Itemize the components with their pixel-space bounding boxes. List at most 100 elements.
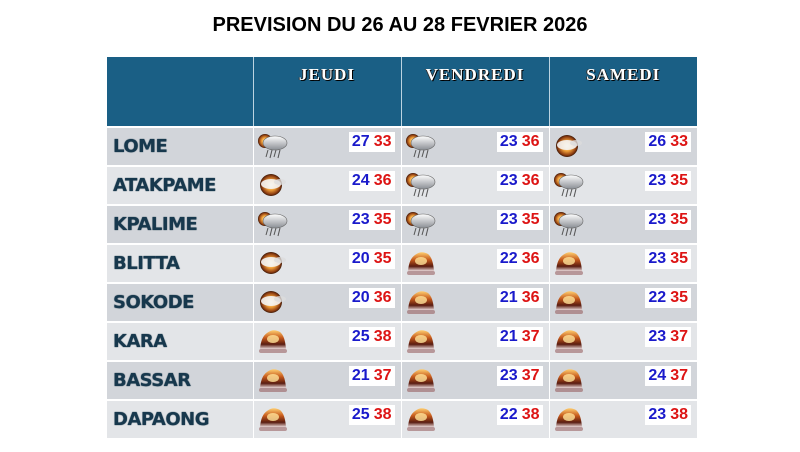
max-temperature: 35 bbox=[521, 211, 540, 228]
forecast-cell: 24 36 bbox=[253, 165, 402, 205]
max-temperature: 38 bbox=[373, 328, 392, 345]
temperature-range: 23 35 bbox=[645, 249, 691, 269]
max-temperature: 37 bbox=[670, 328, 688, 345]
min-temperature: 25 bbox=[351, 328, 370, 345]
city-name: LOME bbox=[113, 136, 168, 157]
min-temperature: 25 bbox=[351, 406, 370, 423]
forecast-cell: 23 37 bbox=[549, 321, 697, 361]
forecast-cell: 23 35 bbox=[549, 243, 697, 283]
forecast-cell: 23 36 bbox=[401, 165, 550, 205]
forecast-cell: 25 38 bbox=[253, 321, 402, 361]
min-temperature: 20 bbox=[351, 289, 370, 306]
header-day: SAMEDI bbox=[549, 57, 697, 127]
temperature-range: 23 38 bbox=[645, 405, 691, 425]
hazy-sun-icon bbox=[256, 405, 290, 433]
max-temperature: 35 bbox=[670, 211, 688, 228]
cloud-rain-sun-icon bbox=[552, 210, 586, 238]
temperature-range: 23 35 bbox=[645, 171, 691, 191]
min-temperature: 22 bbox=[499, 250, 518, 267]
sun-cloud-icon bbox=[256, 171, 290, 199]
forecast-cell: 20 35 bbox=[253, 243, 402, 283]
forecast-cell: 22 36 bbox=[401, 243, 550, 283]
max-temperature: 38 bbox=[373, 406, 392, 423]
page-title: PREVISION DU 26 AU 28 FEVRIER 2026 bbox=[212, 14, 588, 36]
sun-cloud-icon bbox=[552, 132, 586, 160]
city-name: KARA bbox=[113, 331, 167, 352]
header-row: JEUDI VENDREDI SAMEDI bbox=[107, 57, 697, 127]
temperature-range: 20 35 bbox=[348, 249, 395, 269]
min-temperature: 21 bbox=[351, 367, 370, 384]
max-temperature: 37 bbox=[521, 328, 540, 345]
temperature-range: 21 36 bbox=[496, 288, 543, 308]
min-temperature: 23 bbox=[499, 367, 518, 384]
max-temperature: 36 bbox=[521, 172, 540, 189]
hazy-sun-icon bbox=[404, 405, 438, 433]
temperature-range: 20 36 bbox=[348, 288, 395, 308]
table-row: KARA 25 38 21 37 23 37 bbox=[107, 321, 697, 361]
max-temperature: 35 bbox=[670, 172, 688, 189]
temperature-range: 22 36 bbox=[496, 249, 543, 269]
min-temperature: 27 bbox=[351, 133, 370, 150]
header-day: JEUDI bbox=[253, 57, 402, 127]
max-temperature: 35 bbox=[373, 211, 392, 228]
table-row: DAPAONG 25 38 22 38 23 38 bbox=[107, 399, 697, 438]
max-temperature: 35 bbox=[373, 250, 392, 267]
forecast-cell: 23 35 bbox=[401, 204, 550, 244]
table-row: SOKODE 20 36 21 36 22 35 bbox=[107, 282, 697, 322]
table-row: BASSAR 21 37 23 37 24 37 bbox=[107, 360, 697, 400]
max-temperature: 38 bbox=[670, 406, 688, 423]
forecast-cell: 26 33 bbox=[549, 126, 697, 166]
city-name: BASSAR bbox=[113, 370, 191, 391]
hazy-sun-icon bbox=[404, 327, 438, 355]
forecast-cell: 21 37 bbox=[253, 360, 402, 400]
max-temperature: 36 bbox=[521, 133, 540, 150]
forecast-cell: 22 38 bbox=[401, 399, 550, 438]
hazy-sun-icon bbox=[552, 405, 586, 433]
hazy-sun-icon bbox=[404, 249, 438, 277]
hazy-sun-icon bbox=[552, 366, 586, 394]
min-temperature: 23 bbox=[648, 406, 667, 423]
forecast-cell: 23 35 bbox=[549, 165, 697, 205]
max-temperature: 35 bbox=[670, 250, 688, 267]
cloud-rain-sun-icon bbox=[404, 171, 438, 199]
max-temperature: 37 bbox=[670, 367, 688, 384]
hazy-sun-icon bbox=[552, 327, 586, 355]
max-temperature: 33 bbox=[670, 133, 688, 150]
min-temperature: 21 bbox=[499, 328, 518, 345]
header-city-column bbox=[107, 57, 254, 127]
max-temperature: 33 bbox=[373, 133, 392, 150]
table-row: KPALIME 23 35 23 35 23 35 bbox=[107, 204, 697, 244]
hazy-sun-icon bbox=[256, 366, 290, 394]
cloud-rain-sun-icon bbox=[404, 132, 438, 160]
temperature-range: 23 37 bbox=[496, 366, 543, 386]
min-temperature: 23 bbox=[648, 211, 667, 228]
min-temperature: 23 bbox=[648, 328, 667, 345]
min-temperature: 23 bbox=[499, 133, 518, 150]
forecast-table: JEUDI VENDREDI SAMEDI LOME 27 33 23 36 26 3… bbox=[107, 57, 697, 438]
min-temperature: 22 bbox=[648, 289, 667, 306]
min-temperature: 22 bbox=[499, 406, 518, 423]
hazy-sun-icon bbox=[256, 327, 290, 355]
header-day: VENDREDI bbox=[401, 57, 550, 127]
cloud-rain-sun-icon bbox=[404, 210, 438, 238]
forecast-cell: 21 36 bbox=[401, 282, 550, 322]
city-name: ATAKPAME bbox=[113, 175, 216, 196]
min-temperature: 23 bbox=[499, 211, 518, 228]
temperature-range: 24 36 bbox=[348, 171, 395, 191]
sun-cloud-icon bbox=[256, 288, 290, 316]
min-temperature: 20 bbox=[351, 250, 370, 267]
min-temperature: 24 bbox=[648, 367, 667, 384]
temperature-range: 22 38 bbox=[496, 405, 543, 425]
forecast-cell: 23 37 bbox=[401, 360, 550, 400]
min-temperature: 23 bbox=[351, 211, 370, 228]
temperature-range: 23 37 bbox=[645, 327, 691, 347]
cloud-rain-sun-icon bbox=[256, 132, 290, 160]
min-temperature: 23 bbox=[499, 172, 518, 189]
cloud-rain-sun-icon bbox=[256, 210, 290, 238]
min-temperature: 24 bbox=[351, 172, 370, 189]
forecast-cell: 24 37 bbox=[549, 360, 697, 400]
table-row: BLITTA 20 35 22 36 23 35 bbox=[107, 243, 697, 283]
table-row: LOME 27 33 23 36 26 33 bbox=[107, 126, 697, 166]
temperature-range: 23 35 bbox=[348, 210, 395, 230]
temperature-range: 26 33 bbox=[645, 132, 691, 152]
